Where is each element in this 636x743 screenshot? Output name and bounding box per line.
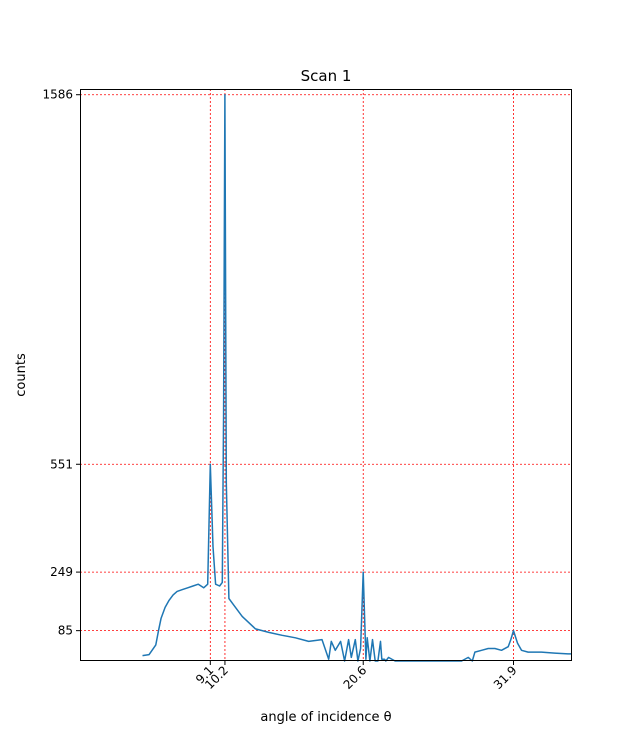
chart-title: Scan 1	[301, 67, 352, 85]
y-tick-label-1: 249	[50, 565, 73, 579]
tick-marks	[76, 94, 514, 665]
x-axis-label: angle of incidence θ	[260, 710, 391, 725]
x-tick-label-3: 31.9	[491, 663, 520, 692]
grid-lines	[80, 89, 572, 661]
axes-frame	[80, 89, 572, 661]
y-tick-label-3: 1586	[42, 88, 73, 102]
y-axis-label: counts	[14, 353, 29, 397]
plot-area	[142, 93, 572, 662]
series-line-0	[142, 93, 572, 662]
y-tick-label-0: 85	[58, 624, 73, 638]
x-tick-label-2: 20.6	[341, 663, 370, 692]
y-tick-label-2: 551	[50, 457, 73, 471]
